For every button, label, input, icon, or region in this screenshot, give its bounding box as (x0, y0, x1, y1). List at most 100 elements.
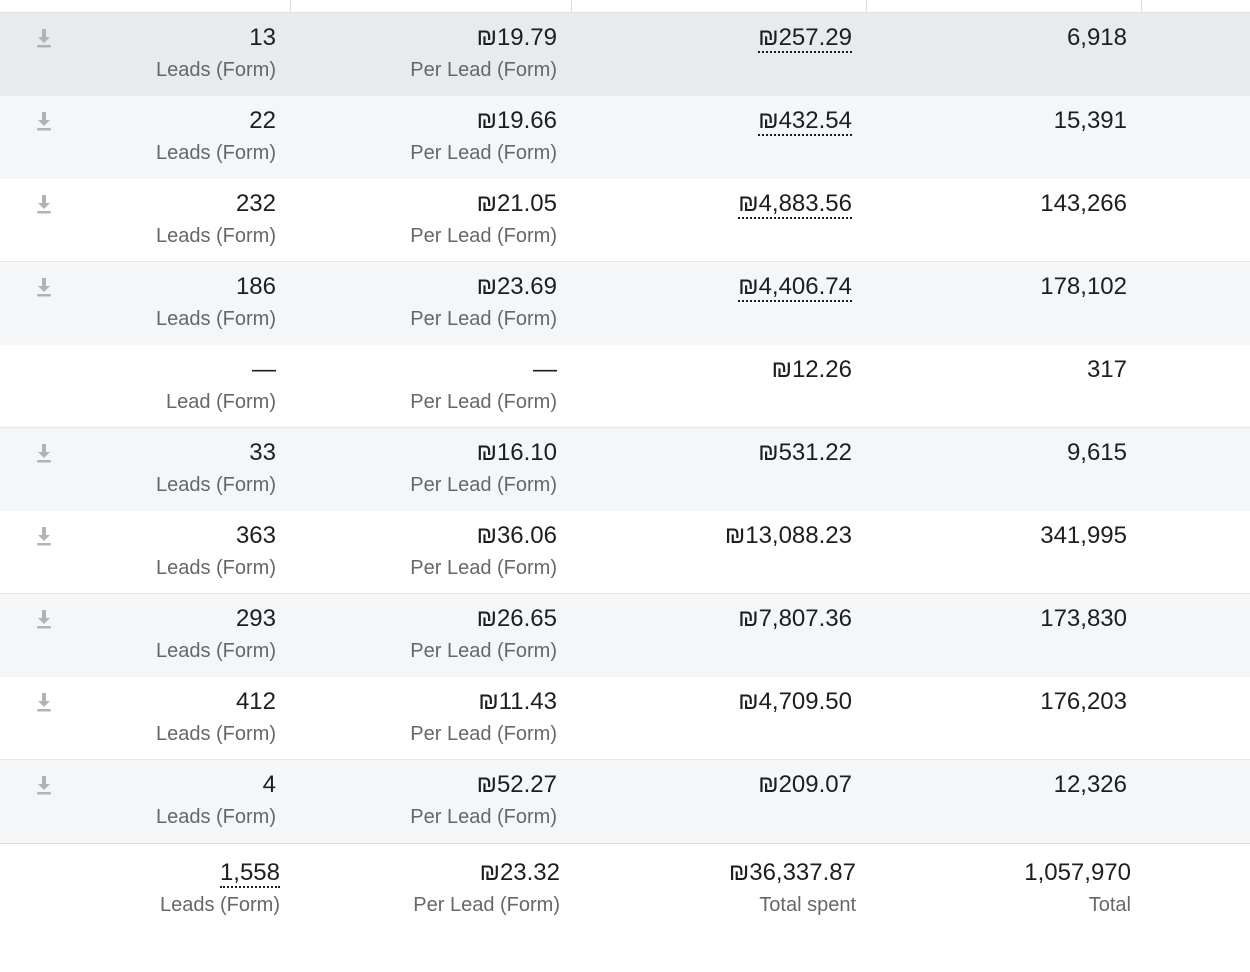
cost-per-result-label: Per Lead (Form) (410, 557, 557, 579)
table-row[interactable]: 13 Leads (Form) ₪19.79 Per Lead (Form) ₪257.… (0, 13, 1250, 96)
cost-per-result-value: ₪11.43 (478, 688, 557, 715)
column-divider (866, 0, 867, 12)
table-header-edge (0, 0, 1250, 13)
cost-per-result-label: Per Lead (Form) (410, 59, 557, 81)
table-row[interactable]: — Lead (Form) — Per Lead (Form) ₪12.26 317 (0, 345, 1250, 428)
download-icon[interactable] (34, 691, 54, 713)
reach-value: 173,830 (1040, 605, 1127, 632)
reach-cell: 143,266 (877, 179, 1127, 219)
cost-per-result-label: Per Lead (Form) (410, 640, 557, 662)
amount-spent-value: ₪13,088.23 (724, 522, 852, 549)
amount-spent-cell: ₪13,088.23 (572, 511, 852, 551)
cost-per-result-cell: ₪19.79 Per Lead (Form) (307, 13, 557, 82)
amount-spent-value: ₪531.22 (758, 439, 852, 466)
results-cell: 22 Leads (Form) (36, 96, 276, 165)
reach-value: 317 (1086, 356, 1127, 383)
cost-per-result-cell: ₪26.65 Per Lead (Form) (307, 594, 557, 663)
amount-spent-cell: ₪432.54 (572, 96, 852, 136)
download-icon[interactable] (34, 774, 54, 796)
cost-per-result-value: ₪26.65 (476, 605, 557, 632)
amount-spent-value-wrap: ₪209.07 (572, 770, 852, 800)
results-label: Leads (Form) (155, 308, 276, 330)
total-spent-cell: ₪36,337.87 Total spent (576, 844, 856, 917)
table-row[interactable]: 232 Leads (Form) ₪21.05 Per Lead (Form) ₪4,8… (0, 179, 1250, 262)
download-icon[interactable] (34, 608, 54, 630)
reach-value: 9,615 (1066, 439, 1127, 466)
reach-cell: 317 (877, 345, 1127, 385)
results-value: 412 (235, 688, 276, 715)
amount-spent-cell: ₪4,406.74 (572, 262, 852, 302)
cost-per-result-value: ₪21.05 (476, 190, 557, 217)
cost-per-result-value: — (533, 356, 557, 383)
results-cell: 412 Leads (Form) (36, 677, 276, 746)
cost-per-result-value: ₪19.79 (476, 24, 557, 51)
reach-cell: 178,102 (877, 262, 1127, 302)
cost-per-result-label: Per Lead (Form) (410, 474, 557, 496)
results-label: Leads (Form) (155, 806, 276, 828)
cost-per-result-value: ₪52.27 (476, 771, 557, 798)
amount-spent-value[interactable]: ₪4,883.56 (738, 190, 852, 219)
download-icon[interactable] (34, 442, 54, 464)
results-label: Leads (Form) (155, 557, 276, 579)
download-icon[interactable] (34, 276, 54, 298)
total-results-label: Leads (Form) (159, 894, 280, 916)
amount-spent-value: ₪209.07 (758, 771, 852, 798)
cost-per-result-cell: ₪19.66 Per Lead (Form) (307, 96, 557, 165)
column-divider (571, 0, 572, 12)
summary-row: 1,558 Leads (Form) ₪23.32 Per Lead (Form) ₪3… (0, 843, 1250, 972)
reach-value: 6,918 (1066, 24, 1127, 51)
total-results-wrap: 1,558 (40, 858, 280, 888)
amount-spent-value[interactable]: ₪4,406.74 (738, 273, 852, 302)
table-row[interactable]: 22 Leads (Form) ₪19.66 Per Lead (Form) ₪432.… (0, 96, 1250, 179)
amount-spent-value-wrap: ₪531.22 (572, 438, 852, 468)
reach-cell: 173,830 (877, 594, 1127, 634)
amount-spent-value: ₪4,709.50 (738, 688, 852, 715)
reach-value: 176,203 (1040, 688, 1127, 715)
results-cell: 232 Leads (Form) (36, 179, 276, 248)
amount-spent-value[interactable]: ₪432.54 (758, 107, 852, 136)
cost-per-result-value: ₪23.69 (476, 273, 557, 300)
results-cell: — Lead (Form) (36, 345, 276, 414)
amount-spent-value[interactable]: ₪257.29 (758, 24, 852, 53)
table-row[interactable]: 186 Leads (Form) ₪23.69 Per Lead (Form) ₪4,4… (0, 262, 1250, 345)
amount-spent-value-wrap: ₪7,807.36 (572, 604, 852, 634)
table-row[interactable]: 33 Leads (Form) ₪16.10 Per Lead (Form) ₪531.… (0, 428, 1250, 511)
results-label: Leads (Form) (155, 225, 276, 247)
results-label: Leads (Form) (155, 142, 276, 164)
table-row[interactable]: 4 Leads (Form) ₪52.27 Per Lead (Form) ₪209.0… (0, 760, 1250, 843)
reach-value: 341,995 (1040, 522, 1127, 549)
reach-value: 12,326 (1053, 771, 1127, 798)
cost-per-result-value: ₪16.10 (476, 439, 557, 466)
download-icon[interactable] (34, 525, 54, 547)
reach-cell: 9,615 (877, 428, 1127, 468)
total-results-value[interactable]: 1,558 (219, 859, 280, 888)
cost-per-result-cell: — Per Lead (Form) (307, 345, 557, 414)
amount-spent-value-wrap: ₪12.26 (572, 355, 852, 385)
results-cell: 33 Leads (Form) (36, 428, 276, 497)
table-row[interactable]: 363 Leads (Form) ₪36.06 Per Lead (Form) ₪13,… (0, 511, 1250, 594)
amount-spent-cell: ₪257.29 (572, 13, 852, 53)
cost-per-result-cell: ₪11.43 Per Lead (Form) (307, 677, 557, 746)
download-icon[interactable] (34, 110, 54, 132)
amount-spent-value-wrap: ₪257.29 (572, 23, 852, 53)
results-cell: 363 Leads (Form) (36, 511, 276, 580)
results-label: Leads (Form) (155, 59, 276, 81)
results-cell: 186 Leads (Form) (36, 262, 276, 331)
reach-cell: 12,326 (877, 760, 1127, 800)
results-value: 293 (235, 605, 276, 632)
reach-value: 15,391 (1053, 107, 1127, 134)
table-row[interactable]: 293 Leads (Form) ₪26.65 Per Lead (Form) ₪7,8… (0, 594, 1250, 677)
amount-spent-value-wrap: ₪4,709.50 (572, 687, 852, 717)
results-value: 33 (249, 439, 276, 466)
cost-per-result-cell: ₪16.10 Per Lead (Form) (307, 428, 557, 497)
download-icon[interactable] (34, 193, 54, 215)
reach-cell: 341,995 (877, 511, 1127, 551)
column-divider (290, 0, 291, 12)
results-value: 13 (249, 24, 276, 51)
total-spent-label: Total spent (759, 894, 856, 916)
reach-cell: 176,203 (877, 677, 1127, 717)
cost-per-result-label: Per Lead (Form) (410, 806, 557, 828)
cost-per-result-label: Per Lead (Form) (410, 308, 557, 330)
download-icon[interactable] (34, 27, 54, 49)
table-row[interactable]: 412 Leads (Form) ₪11.43 Per Lead (Form) ₪4,7… (0, 677, 1250, 760)
